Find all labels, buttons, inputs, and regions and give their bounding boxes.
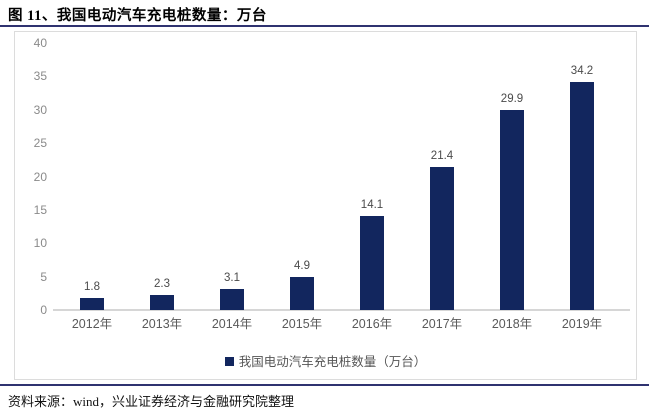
x-category-label: 2017年 xyxy=(421,317,463,331)
bar-2014年 xyxy=(220,289,244,310)
y-tick-label: 25 xyxy=(33,136,47,151)
legend-label: 我国电动汽车充电桩数量（万台） xyxy=(238,355,427,369)
bar-value-label: 21.4 xyxy=(430,150,454,162)
x-category-label: 2014年 xyxy=(211,317,253,331)
bar-2017年 xyxy=(430,167,454,310)
bar-2018年 xyxy=(500,110,524,310)
bar-value-label: 14.1 xyxy=(360,199,384,211)
bar-value-label: 34.2 xyxy=(570,65,594,77)
bar-value-label: 4.9 xyxy=(294,260,310,272)
x-category-label: 2015年 xyxy=(281,317,323,331)
x-category-label: 2016年 xyxy=(351,317,393,331)
bar-2019年 xyxy=(570,82,594,310)
y-tick-label: 35 xyxy=(33,69,47,84)
y-tick-label: 0 xyxy=(40,303,47,317)
x-category-label: 2013年 xyxy=(141,317,183,331)
source-note: 资料来源：wind，兴业证券经济与金融研究院整理 xyxy=(8,394,295,409)
bar-value-label: 29.9 xyxy=(500,93,524,105)
y-tick-label: 15 xyxy=(33,202,47,217)
x-axis-line xyxy=(53,309,630,311)
bar-2016年 xyxy=(360,216,384,310)
y-tick-label: 10 xyxy=(33,236,47,251)
legend-swatch-icon xyxy=(224,356,234,366)
figure-title: 图 11、我国电动汽车充电桩数量：万台 xyxy=(8,8,267,24)
x-category-label: 2018年 xyxy=(491,317,533,331)
bar-2015年 xyxy=(290,277,314,310)
y-tick-label: 40 xyxy=(33,36,47,50)
bar-2013年 xyxy=(150,295,174,310)
title-underline-rule xyxy=(0,25,649,27)
bar-2012年 xyxy=(80,298,104,310)
bottom-rule xyxy=(0,384,649,386)
x-category-label: 2019年 xyxy=(561,317,603,331)
chart-area: 我国电动汽车充电桩数量（万台） 0 5 10 15 20 25 30 35 40 1.8 2012年… xyxy=(14,31,637,380)
x-category-label: 2012年 xyxy=(71,317,113,331)
bar-value-label: 2.3 xyxy=(154,278,170,290)
y-tick-label: 30 xyxy=(33,102,47,117)
legend: 我国电动汽车充电桩数量（万台） xyxy=(15,351,636,370)
bar-value-label: 3.1 xyxy=(224,272,240,284)
y-tick-label: 20 xyxy=(33,169,47,184)
y-tick-label: 5 xyxy=(40,269,47,284)
bar-value-label: 1.8 xyxy=(84,281,100,293)
